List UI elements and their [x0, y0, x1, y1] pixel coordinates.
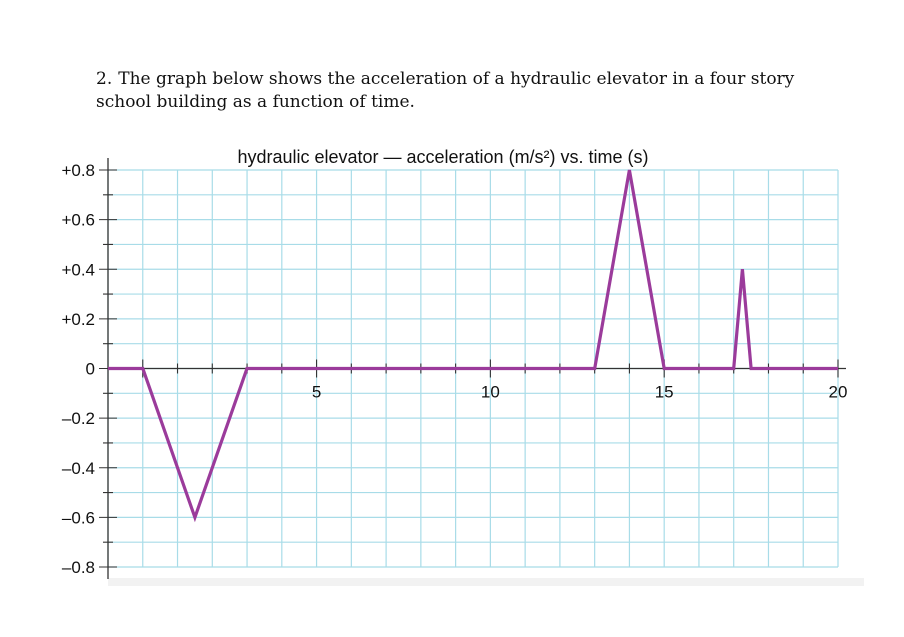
series-line — [108, 169, 838, 523]
x-tick-label: 20 — [829, 383, 848, 402]
y-tick-label: +0.8 — [61, 161, 95, 180]
y-tick-label: –0.8 — [62, 558, 95, 577]
y-tick-label: –0.6 — [62, 508, 95, 527]
question-text: 2. The graph below shows the acceleration… — [96, 68, 816, 114]
chart-title: hydraulic elevator — acceleration (m/s²)… — [237, 147, 648, 167]
y-tick-label: –0.2 — [62, 409, 95, 428]
y-tick-label: 0 — [86, 360, 95, 379]
y-tick-label: +0.4 — [61, 260, 95, 279]
question-number: 2. — [96, 69, 113, 89]
x-tick-label: 5 — [312, 383, 321, 402]
y-tick-labels: +0.8 +0.6 +0.4 +0.2 0 –0.2 –0.4 –0.6 –0.8 — [61, 161, 95, 577]
y-tick-label: +0.2 — [61, 310, 95, 329]
x-tick-labels: 5 10 15 20 — [312, 383, 848, 402]
chart-series — [107, 169, 839, 523]
question-body: The graph below shows the acceleration o… — [96, 69, 795, 112]
x-tick-label: 10 — [481, 383, 500, 402]
chart-bottom-strip — [108, 578, 864, 586]
x-tick-label: 15 — [655, 383, 674, 402]
y-tick-label: –0.4 — [62, 459, 95, 478]
y-tick-label: +0.6 — [61, 211, 95, 230]
